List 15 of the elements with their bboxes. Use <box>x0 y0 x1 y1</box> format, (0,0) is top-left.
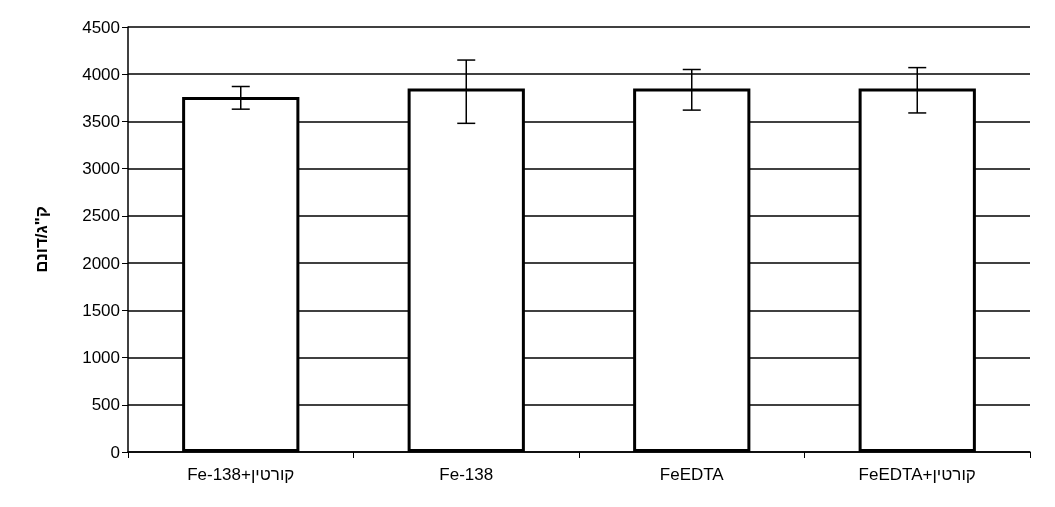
y-tick-label: 0 <box>110 442 120 462</box>
x-tick-label: Fe-138 <box>439 465 494 484</box>
y-axis-title: ק"ג/דונם <box>32 206 51 273</box>
x-tick-label: FeEDTA <box>659 465 725 484</box>
y-tick-label: 3000 <box>82 159 120 179</box>
y-tick-label: 1500 <box>82 300 120 320</box>
y-tick-label: 500 <box>91 395 120 415</box>
y-tick-label: 4500 <box>82 17 120 37</box>
x-tick-label: Fe-138+קורטין <box>187 465 295 484</box>
y-tick-label: 2500 <box>82 206 120 226</box>
y-tick-label: 3500 <box>82 111 120 131</box>
y-tick-label: 2000 <box>82 253 120 273</box>
y-tick-label: 4000 <box>82 64 120 84</box>
x-tick-label: FeEDTA+קורטין <box>858 465 976 484</box>
y-tick-label: 1000 <box>82 348 120 368</box>
